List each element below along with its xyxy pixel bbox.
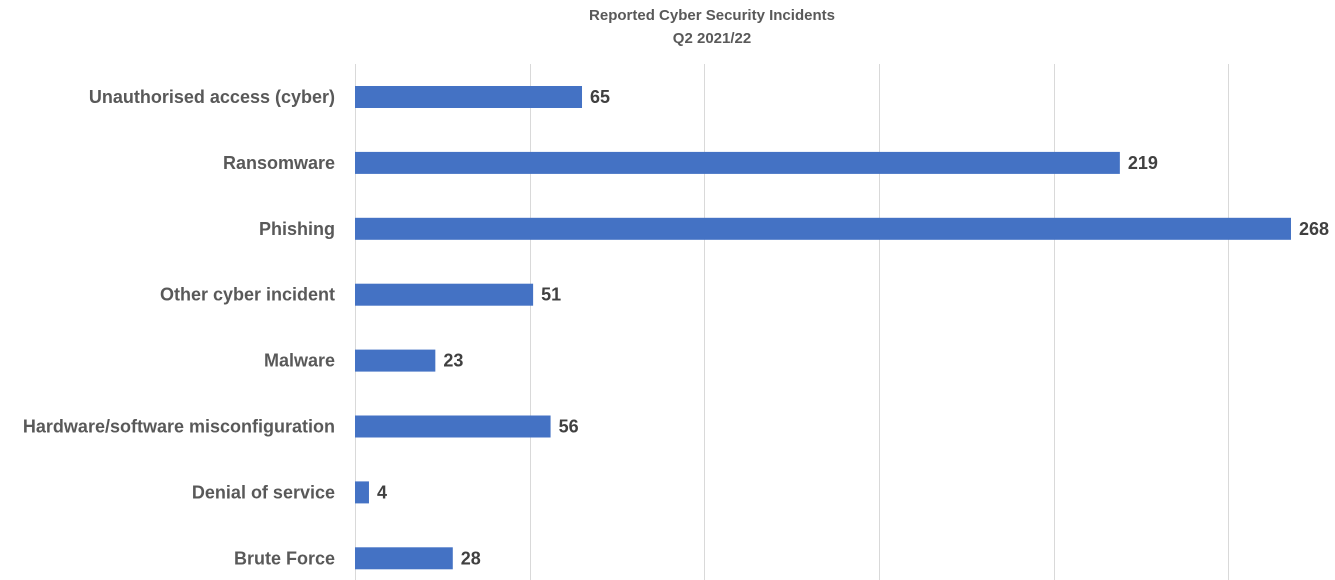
chart-title-group: Reported Cyber Security Incidents Q2 202…	[589, 7, 835, 47]
category-label: Phishing	[259, 219, 335, 239]
gridlines	[355, 64, 1229, 580]
category-label: Hardware/software misconfiguration	[23, 417, 335, 437]
data-label: 268	[1299, 219, 1329, 239]
category-labels: Unauthorised access (cyber) Ransomware Phi…	[23, 87, 335, 568]
category-label: Denial of service	[192, 482, 335, 502]
data-label: 23	[443, 351, 463, 371]
bars	[355, 86, 1291, 570]
bar	[355, 415, 551, 438]
bar	[355, 151, 1120, 174]
data-labels: 65 219 268 51 23 56 4 28	[377, 87, 1329, 568]
data-label: 219	[1128, 153, 1158, 173]
category-label: Unauthorised access (cyber)	[89, 87, 335, 107]
bar	[355, 349, 436, 372]
data-label: 51	[541, 285, 561, 305]
data-label: 28	[461, 548, 481, 568]
chart-subtitle: Q2 2021/22	[673, 30, 751, 47]
category-label: Other cyber incident	[160, 285, 335, 305]
data-label: 56	[559, 417, 579, 437]
category-label: Brute Force	[234, 548, 335, 568]
bar	[355, 481, 369, 504]
bar	[355, 283, 534, 306]
bar	[355, 217, 1291, 240]
data-label: 65	[590, 87, 610, 107]
bar	[355, 86, 583, 108]
bar	[355, 547, 453, 570]
chart-title: Reported Cyber Security Incidents	[589, 7, 835, 24]
data-label: 4	[377, 482, 387, 502]
category-label: Malware	[264, 351, 335, 371]
category-label: Ransomware	[223, 153, 335, 173]
